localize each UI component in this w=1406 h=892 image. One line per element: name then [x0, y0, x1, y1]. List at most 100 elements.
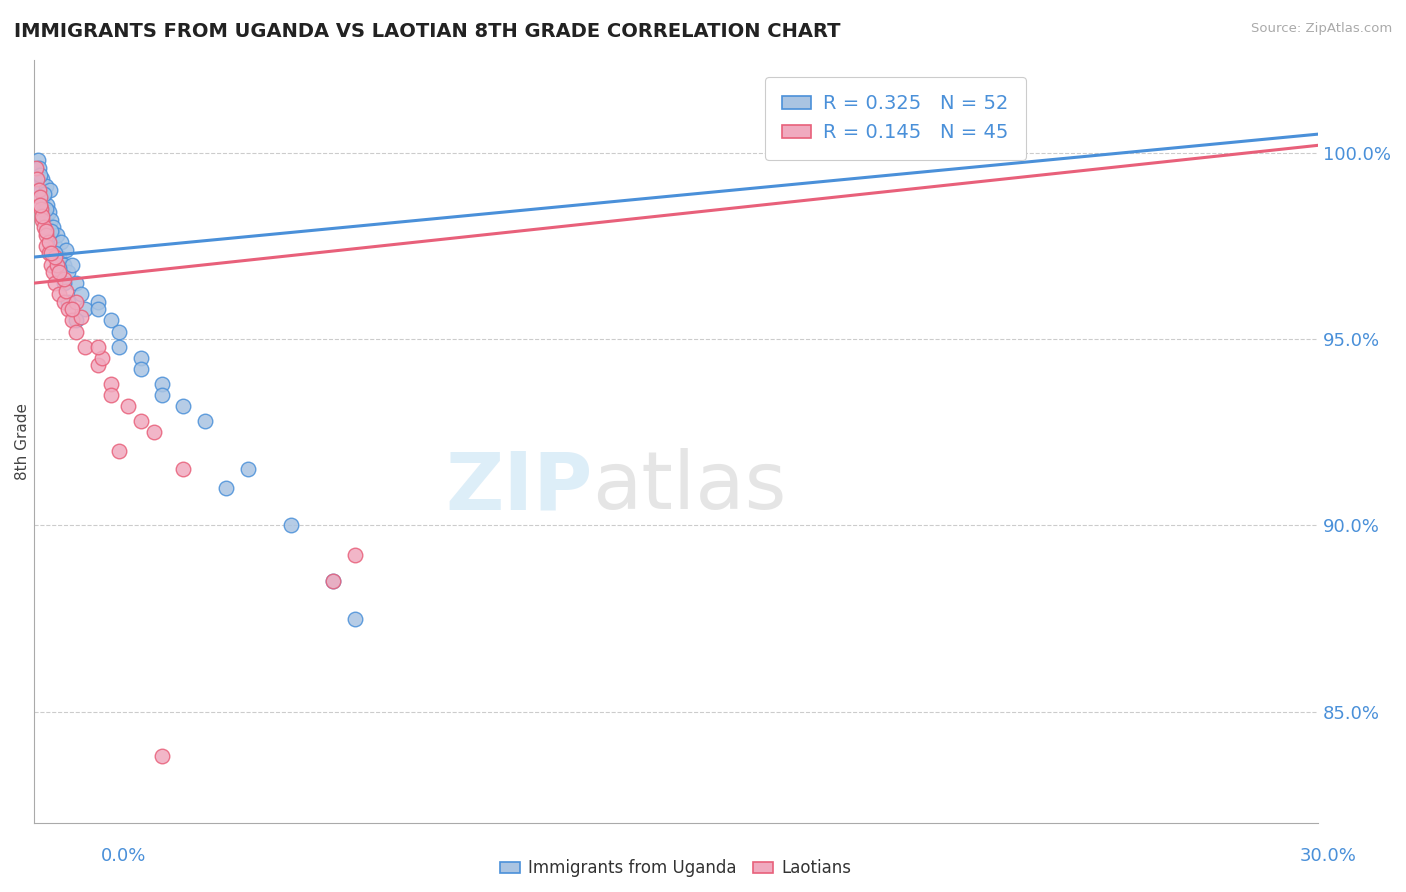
- Point: [38, 235, 60, 250]
- Point: [24, 161, 46, 175]
- Point: [28, 176, 51, 190]
- Point: [65, 276, 87, 290]
- Point: [28, 198, 51, 212]
- Text: ZIP: ZIP: [446, 449, 592, 526]
- Point: [35, 202, 58, 216]
- Point: [48, 287, 70, 301]
- Point: [87, 339, 110, 353]
- Point: [34, 186, 56, 201]
- Point: [172, 462, 194, 476]
- Point: [39, 224, 62, 238]
- Point: [30, 183, 52, 197]
- Point: [73, 302, 96, 317]
- Point: [46, 258, 69, 272]
- Point: [60, 302, 83, 317]
- Point: [35, 209, 58, 223]
- Point: [65, 325, 87, 339]
- Point: [32, 190, 55, 204]
- Point: [150, 388, 173, 402]
- Point: [31, 212, 53, 227]
- Point: [24, 164, 46, 178]
- Point: [56, 265, 79, 279]
- Point: [69, 287, 91, 301]
- Point: [343, 611, 366, 625]
- Point: [117, 399, 139, 413]
- Point: [87, 358, 110, 372]
- Y-axis label: 8th Grade: 8th Grade: [15, 403, 30, 480]
- Point: [129, 351, 152, 365]
- Point: [55, 243, 77, 257]
- Point: [87, 294, 110, 309]
- Point: [34, 202, 56, 216]
- Point: [56, 302, 79, 317]
- Point: [39, 258, 62, 272]
- Point: [100, 376, 122, 391]
- Point: [31, 209, 53, 223]
- Text: 0.0%: 0.0%: [101, 847, 146, 865]
- Point: [236, 462, 259, 476]
- Point: [87, 302, 110, 317]
- Point: [48, 261, 70, 276]
- Point: [343, 548, 366, 562]
- Point: [34, 179, 56, 194]
- Point: [30, 202, 52, 216]
- Point: [215, 481, 238, 495]
- Point: [38, 183, 60, 197]
- Point: [41, 227, 63, 242]
- Point: [28, 161, 51, 175]
- Point: [100, 388, 122, 402]
- Point: [51, 235, 73, 250]
- Point: [108, 339, 131, 353]
- Point: [44, 250, 66, 264]
- Point: [129, 362, 152, 376]
- Point: [44, 239, 66, 253]
- Point: [150, 376, 173, 391]
- Point: [52, 258, 75, 272]
- Point: [150, 749, 173, 764]
- Point: [108, 325, 131, 339]
- Point: [34, 220, 56, 235]
- Point: [37, 198, 59, 212]
- Point: [52, 294, 75, 309]
- Point: [46, 227, 69, 242]
- Point: [322, 574, 344, 589]
- Point: [48, 250, 70, 264]
- Point: [60, 258, 83, 272]
- Point: [322, 574, 344, 589]
- Text: 30.0%: 30.0%: [1301, 847, 1357, 865]
- Point: [28, 168, 51, 182]
- Point: [280, 518, 302, 533]
- Point: [55, 284, 77, 298]
- Point: [35, 224, 58, 238]
- Point: [35, 239, 58, 253]
- Text: Source: ZipAtlas.com: Source: ZipAtlas.com: [1251, 22, 1392, 36]
- Point: [52, 276, 75, 290]
- Point: [39, 246, 62, 260]
- Point: [142, 425, 165, 440]
- Point: [194, 414, 217, 428]
- Point: [69, 310, 91, 324]
- Point: [38, 246, 60, 260]
- Point: [44, 246, 66, 260]
- Text: IMMIGRANTS FROM UGANDA VS LAOTIAN 8TH GRADE CORRELATION CHART: IMMIGRANTS FROM UGANDA VS LAOTIAN 8TH GR…: [14, 22, 841, 41]
- Point: [100, 313, 122, 327]
- Legend: R = 0.325   N = 52, R = 0.145   N = 45: R = 0.325 N = 52, R = 0.145 N = 45: [765, 77, 1026, 160]
- Point: [129, 414, 152, 428]
- Text: atlas: atlas: [592, 449, 787, 526]
- Point: [25, 171, 48, 186]
- Point: [73, 339, 96, 353]
- Point: [52, 272, 75, 286]
- Point: [56, 294, 79, 309]
- Point: [38, 205, 60, 219]
- Point: [34, 227, 56, 242]
- Point: [172, 399, 194, 413]
- Point: [28, 183, 51, 197]
- Point: [28, 190, 51, 204]
- Point: [42, 220, 65, 235]
- Point: [42, 265, 65, 279]
- Point: [39, 212, 62, 227]
- Point: [65, 313, 87, 327]
- Point: [91, 351, 114, 365]
- Point: [44, 276, 66, 290]
- Point: [48, 265, 70, 279]
